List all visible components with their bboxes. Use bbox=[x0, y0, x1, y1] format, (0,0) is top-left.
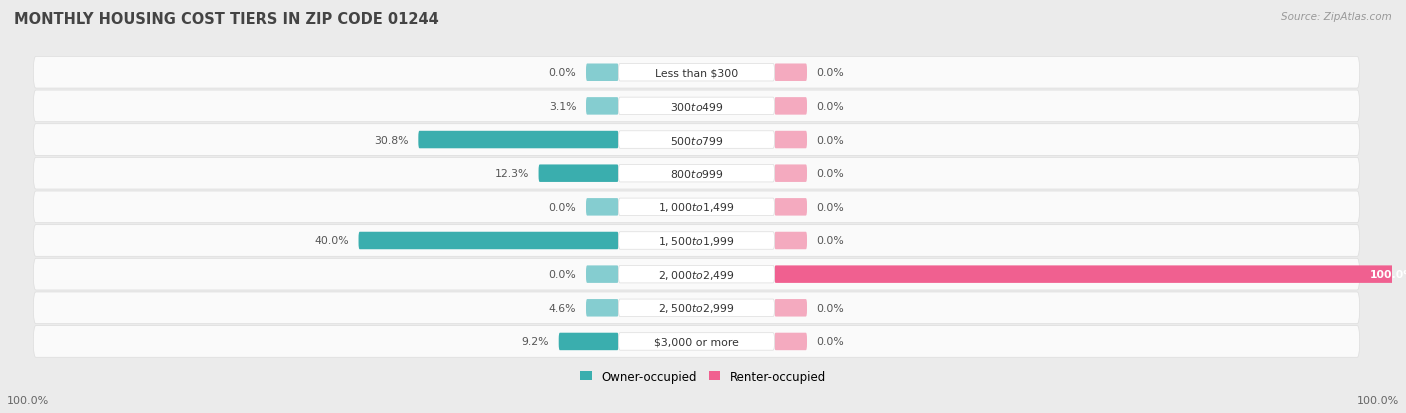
Text: 100.0%: 100.0% bbox=[1357, 395, 1399, 405]
FancyBboxPatch shape bbox=[619, 64, 775, 82]
Text: 0.0%: 0.0% bbox=[817, 68, 845, 78]
FancyBboxPatch shape bbox=[586, 199, 619, 216]
Text: $800 to $999: $800 to $999 bbox=[669, 168, 723, 180]
FancyBboxPatch shape bbox=[538, 165, 619, 183]
Text: 0.0%: 0.0% bbox=[548, 202, 576, 212]
FancyBboxPatch shape bbox=[775, 64, 807, 82]
Text: 30.8%: 30.8% bbox=[374, 135, 409, 145]
FancyBboxPatch shape bbox=[775, 266, 1406, 283]
FancyBboxPatch shape bbox=[34, 326, 1360, 357]
FancyBboxPatch shape bbox=[619, 131, 775, 149]
FancyBboxPatch shape bbox=[359, 232, 619, 249]
Text: $2,500 to $2,999: $2,500 to $2,999 bbox=[658, 301, 735, 315]
Text: 9.2%: 9.2% bbox=[522, 337, 548, 347]
FancyBboxPatch shape bbox=[775, 333, 807, 350]
FancyBboxPatch shape bbox=[775, 299, 807, 317]
FancyBboxPatch shape bbox=[34, 192, 1360, 223]
Text: 0.0%: 0.0% bbox=[817, 202, 845, 212]
FancyBboxPatch shape bbox=[419, 131, 619, 149]
FancyBboxPatch shape bbox=[34, 225, 1360, 257]
Text: 12.3%: 12.3% bbox=[495, 169, 529, 179]
Text: 0.0%: 0.0% bbox=[817, 135, 845, 145]
FancyBboxPatch shape bbox=[34, 259, 1360, 290]
Text: 0.0%: 0.0% bbox=[817, 303, 845, 313]
FancyBboxPatch shape bbox=[586, 299, 619, 317]
Text: $2,000 to $2,499: $2,000 to $2,499 bbox=[658, 268, 735, 281]
FancyBboxPatch shape bbox=[775, 199, 807, 216]
Text: 0.0%: 0.0% bbox=[817, 102, 845, 112]
FancyBboxPatch shape bbox=[34, 292, 1360, 324]
FancyBboxPatch shape bbox=[775, 165, 807, 183]
Text: Less than $300: Less than $300 bbox=[655, 68, 738, 78]
Text: 3.1%: 3.1% bbox=[548, 102, 576, 112]
FancyBboxPatch shape bbox=[34, 57, 1360, 89]
Text: MONTHLY HOUSING COST TIERS IN ZIP CODE 01244: MONTHLY HOUSING COST TIERS IN ZIP CODE 0… bbox=[14, 12, 439, 27]
FancyBboxPatch shape bbox=[619, 333, 775, 350]
Text: 0.0%: 0.0% bbox=[817, 236, 845, 246]
Text: 0.0%: 0.0% bbox=[817, 169, 845, 179]
FancyBboxPatch shape bbox=[586, 64, 619, 82]
Text: $300 to $499: $300 to $499 bbox=[669, 101, 723, 113]
Text: Source: ZipAtlas.com: Source: ZipAtlas.com bbox=[1281, 12, 1392, 22]
FancyBboxPatch shape bbox=[619, 266, 775, 283]
Text: 40.0%: 40.0% bbox=[314, 236, 349, 246]
FancyBboxPatch shape bbox=[775, 232, 807, 249]
FancyBboxPatch shape bbox=[619, 199, 775, 216]
FancyBboxPatch shape bbox=[558, 333, 619, 350]
Text: 100.0%: 100.0% bbox=[7, 395, 49, 405]
Text: 4.6%: 4.6% bbox=[548, 303, 576, 313]
Text: 0.0%: 0.0% bbox=[548, 270, 576, 280]
FancyBboxPatch shape bbox=[619, 98, 775, 115]
Text: $500 to $799: $500 to $799 bbox=[669, 134, 723, 146]
FancyBboxPatch shape bbox=[775, 131, 807, 149]
FancyBboxPatch shape bbox=[619, 232, 775, 249]
Legend: Owner-occupied, Renter-occupied: Owner-occupied, Renter-occupied bbox=[579, 370, 827, 383]
Text: $1,500 to $1,999: $1,500 to $1,999 bbox=[658, 235, 735, 247]
Text: $3,000 or more: $3,000 or more bbox=[654, 337, 740, 347]
FancyBboxPatch shape bbox=[619, 299, 775, 317]
FancyBboxPatch shape bbox=[34, 158, 1360, 190]
Text: 100.0%: 100.0% bbox=[1369, 270, 1406, 280]
Text: 0.0%: 0.0% bbox=[817, 337, 845, 347]
FancyBboxPatch shape bbox=[775, 98, 807, 115]
FancyBboxPatch shape bbox=[34, 91, 1360, 122]
FancyBboxPatch shape bbox=[586, 98, 619, 115]
FancyBboxPatch shape bbox=[34, 124, 1360, 156]
Text: 0.0%: 0.0% bbox=[548, 68, 576, 78]
Text: $1,000 to $1,499: $1,000 to $1,499 bbox=[658, 201, 735, 214]
FancyBboxPatch shape bbox=[586, 266, 619, 283]
FancyBboxPatch shape bbox=[619, 165, 775, 183]
